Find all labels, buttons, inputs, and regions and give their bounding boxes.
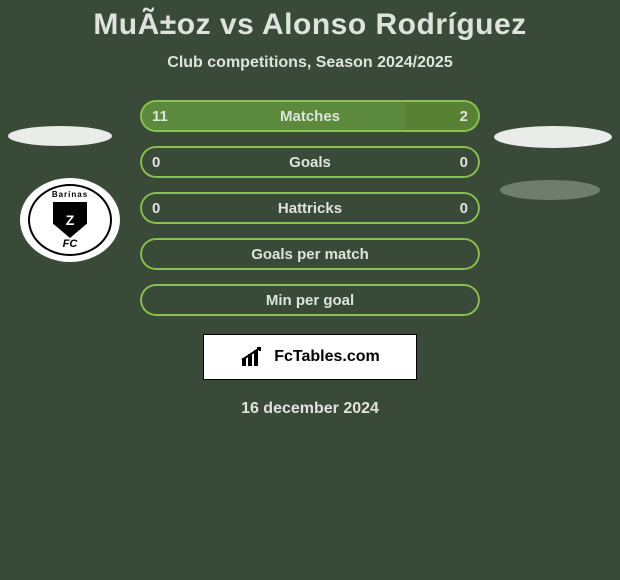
stat-row: Min per goal — [140, 284, 480, 316]
right-player-ellipse — [494, 126, 612, 148]
date-text: 16 december 2024 — [0, 400, 620, 418]
stat-rows: 112Matches 00Goals 00Hattricks Goals per ma… — [140, 100, 480, 316]
club-top-text: Barinas — [52, 190, 88, 199]
left-club-badge: Barinas Z FC — [20, 178, 120, 262]
card: MuÃ±oz vs Alonso Rodríguez Club competit… — [0, 0, 620, 580]
stat-row: 00Goals — [140, 146, 480, 178]
right-club-ellipse — [500, 180, 600, 200]
page-title: MuÃ±oz vs Alonso Rodríguez — [0, 8, 620, 42]
subtitle: Club competitions, Season 2024/2025 — [0, 54, 620, 72]
stat-label: Min per goal — [140, 284, 480, 316]
brand-text: FcTables.com — [274, 348, 380, 366]
club-shield-icon: Z — [53, 202, 87, 238]
brand-chart-icon — [240, 346, 268, 368]
stat-row: 00Hattricks — [140, 192, 480, 224]
brand-box[interactable]: FcTables.com — [203, 334, 417, 380]
stat-row: Goals per match — [140, 238, 480, 270]
stat-label: Goals per match — [140, 238, 480, 270]
stat-label: Hattricks — [140, 192, 480, 224]
stat-label: Goals — [140, 146, 480, 178]
stat-label: Matches — [140, 100, 480, 132]
stat-row: 112Matches — [140, 100, 480, 132]
left-player-ellipse — [8, 126, 112, 146]
club-bottom-text: FC — [63, 238, 78, 250]
